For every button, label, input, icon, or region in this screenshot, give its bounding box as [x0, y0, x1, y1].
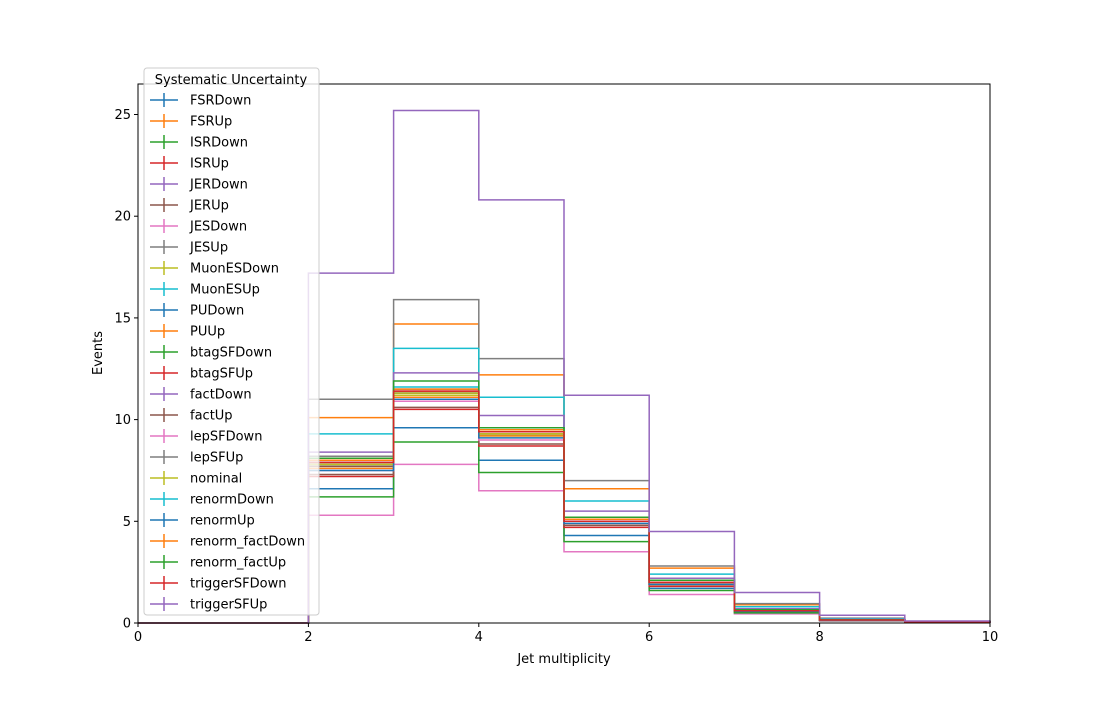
- legend-item: FSRUp: [150, 114, 232, 130]
- legend-label: MuonESUp: [190, 283, 260, 298]
- y-tick-label: 0: [123, 617, 131, 632]
- legend-item: renormDown: [150, 492, 274, 508]
- legend-item: triggerSFUp: [150, 597, 267, 613]
- y-axis-label: Events: [91, 331, 106, 375]
- legend-box: [143, 67, 320, 616]
- legend-item: renormUp: [150, 513, 255, 529]
- legend-item: MuonESUp: [150, 282, 260, 298]
- legend-item: PUDown: [150, 303, 244, 319]
- legend-label: factUp: [190, 409, 233, 424]
- legend-item: JESUp: [150, 240, 228, 256]
- legend-label: btagSFUp: [190, 367, 253, 382]
- legend-item: lepSFUp: [150, 450, 243, 466]
- legend-label: FSRUp: [190, 115, 232, 130]
- y-tick-label: 10: [114, 413, 131, 428]
- legend-item: nominal: [150, 471, 242, 487]
- y-axis: 0 5 10 15 20 25: [114, 108, 138, 632]
- x-tick-label: 10: [982, 630, 999, 645]
- plot-frame: [137, 83, 991, 624]
- legend-title: Systematic Uncertainty: [155, 73, 308, 88]
- y-tick-label: 15: [114, 311, 131, 326]
- legend-label: MuonESDown: [190, 262, 279, 277]
- legend-label: renormDown: [190, 493, 274, 508]
- x-axis: 0 2 4 6 8 10: [134, 623, 998, 645]
- legend-item: factUp: [150, 408, 233, 424]
- legend-item: JESDown: [150, 219, 247, 235]
- legend-item: JERDown: [150, 177, 248, 193]
- y-tick-label: 25: [114, 108, 131, 123]
- legend-item: ISRDown: [150, 135, 248, 151]
- x-tick-label: 4: [475, 630, 483, 645]
- legend-item: ISRUp: [150, 156, 229, 172]
- legend-item: lepSFDown: [150, 429, 262, 445]
- legend-label: FSRDown: [190, 94, 251, 109]
- x-tick-label: 6: [645, 630, 653, 645]
- legend-label: factDown: [190, 388, 252, 403]
- series-triggerSFUp: [138, 109, 991, 624]
- legend-item: JERUp: [150, 198, 229, 214]
- legend-item: MuonESDown: [150, 261, 279, 277]
- legend-item: PUUp: [150, 324, 225, 340]
- legend-label: renorm_factUp: [190, 556, 286, 571]
- x-axis-label: Jet multiplicity: [516, 652, 611, 667]
- legend-label: JESDown: [189, 220, 247, 235]
- legend-item: btagSFUp: [150, 366, 253, 382]
- legend-label: JERDown: [189, 178, 248, 193]
- series-layer: [138, 109, 991, 624]
- legend: Systematic Uncertainty FSRDown FSRUp ISRDo…: [143, 67, 320, 616]
- legend-item: renorm_factDown: [150, 534, 305, 550]
- y-tick-label: 20: [114, 210, 131, 225]
- legend-label: ISRUp: [190, 157, 229, 172]
- legend-label: lepSFUp: [190, 451, 243, 466]
- legend-item: FSRDown: [150, 93, 251, 109]
- x-tick-label: 0: [134, 630, 142, 645]
- legend-label: renorm_factDown: [190, 535, 305, 550]
- legend-item: btagSFDown: [150, 345, 272, 361]
- legend-label: nominal: [190, 472, 242, 487]
- series-triggerSFDown: [138, 390, 991, 624]
- x-tick-label: 8: [815, 630, 823, 645]
- legend-label: PUUp: [190, 325, 225, 340]
- legend-label: triggerSFUp: [190, 598, 267, 613]
- legend-item: renorm_factUp: [150, 555, 286, 571]
- legend-item: factDown: [150, 387, 252, 403]
- legend-items: FSRDown FSRUp ISRDown ISRUp JERDown JERUp JESD…: [150, 93, 305, 613]
- x-tick-label: 2: [304, 630, 312, 645]
- legend-item: triggerSFDown: [150, 576, 286, 592]
- legend-label: btagSFDown: [190, 346, 272, 361]
- legend-label: triggerSFDown: [190, 577, 286, 592]
- series-JESUp: [138, 298, 991, 624]
- legend-label: JESUp: [189, 241, 228, 256]
- legend-label: JERUp: [189, 199, 229, 214]
- y-tick-label: 5: [123, 515, 131, 530]
- legend-label: ISRDown: [190, 136, 248, 151]
- legend-label: PUDown: [190, 304, 244, 319]
- legend-label: renormUp: [190, 514, 255, 529]
- legend-label: lepSFDown: [190, 430, 262, 445]
